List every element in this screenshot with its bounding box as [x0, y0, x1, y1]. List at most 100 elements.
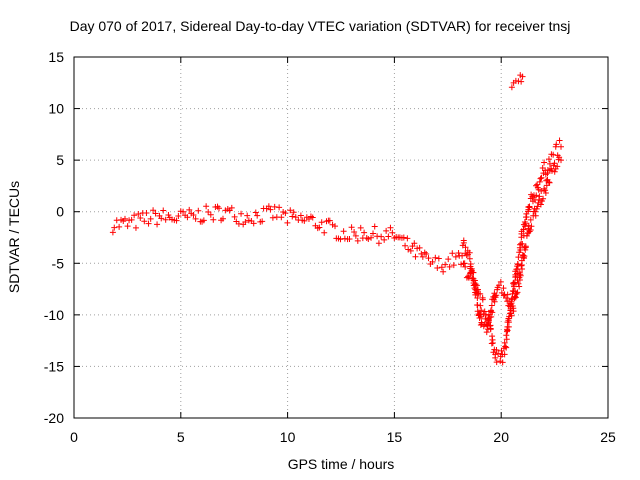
data-point [488, 302, 495, 309]
axis-ticks: 0 5 10 15 20 25 15 10 5 0 -5 -10 -15 -20 [44, 49, 616, 445]
data-point [481, 321, 488, 328]
data-point [499, 359, 506, 366]
data-point [421, 249, 428, 256]
data-point [523, 232, 530, 239]
data-point [462, 263, 469, 270]
data-point [152, 210, 159, 217]
data-point [228, 204, 235, 211]
data-point [200, 217, 207, 224]
data-point [301, 217, 308, 224]
data-point [528, 223, 535, 230]
data-point [497, 278, 504, 285]
data-point [492, 354, 499, 361]
data-point [190, 212, 197, 219]
data-point [548, 167, 555, 174]
data-point [158, 215, 165, 222]
data-point [128, 216, 135, 223]
data-point [491, 298, 498, 305]
data-point [231, 213, 238, 220]
data-point [541, 159, 548, 166]
data-point [519, 73, 526, 80]
data-point [250, 220, 257, 227]
data-point [488, 313, 495, 320]
data-point [558, 157, 565, 164]
data-point [137, 215, 144, 222]
data-point [515, 254, 522, 261]
data-point [518, 78, 525, 85]
data-point [503, 332, 510, 339]
data-point [400, 234, 407, 241]
data-point [412, 253, 419, 260]
data-point [527, 216, 534, 223]
data-point [545, 156, 552, 163]
data-point [109, 229, 116, 236]
data-point [477, 290, 484, 297]
data-point [184, 214, 191, 221]
data-point [297, 212, 304, 219]
data-point [318, 219, 325, 226]
data-point [527, 226, 534, 233]
data-point [543, 182, 550, 189]
data-point [469, 275, 476, 282]
data-point [540, 195, 547, 202]
data-point [405, 246, 412, 253]
data-point [558, 143, 565, 150]
data-point [466, 255, 473, 262]
x-axis-label: GPS time / hours [287, 456, 395, 472]
data-point [332, 223, 339, 230]
data-point [195, 207, 202, 214]
data-point [435, 255, 442, 262]
data-point [503, 344, 510, 351]
data-point [385, 233, 392, 240]
data-point [466, 249, 473, 256]
data-point [124, 223, 131, 230]
data-point [361, 229, 368, 236]
y-axis-label: SDTVAR / TECUs [6, 180, 22, 294]
y-tick-label: -15 [44, 358, 64, 374]
x-tick-label: 5 [177, 429, 185, 445]
data-point [235, 220, 242, 227]
data-point [154, 221, 161, 228]
data-point [186, 206, 193, 213]
plot-frame [73, 56, 609, 419]
data-point [180, 208, 187, 215]
data-point [141, 218, 148, 225]
data-point [506, 298, 513, 305]
data-point [489, 339, 496, 346]
data-point [411, 240, 418, 247]
data-point [267, 206, 274, 213]
data-point [132, 224, 139, 231]
data-point [292, 214, 299, 221]
data-point [493, 347, 500, 354]
data-point [162, 216, 169, 223]
data-point [265, 203, 272, 210]
data-point [245, 217, 252, 224]
data-point [269, 214, 276, 221]
data-point [173, 217, 180, 224]
data-point [455, 249, 462, 256]
data-point [534, 203, 541, 210]
data-point [370, 230, 377, 237]
data-point [210, 216, 217, 223]
data-point [160, 207, 167, 214]
data-point [483, 329, 490, 336]
y-tick-label: -20 [44, 410, 64, 426]
data-point [419, 253, 426, 260]
data-point [203, 203, 210, 210]
data-point [446, 263, 453, 270]
data-point [516, 283, 523, 290]
data-point [337, 236, 344, 243]
data-point [378, 233, 385, 240]
data-point [504, 291, 511, 298]
data-point [554, 163, 561, 170]
data-point [192, 215, 199, 222]
data-point [514, 261, 521, 268]
data-point [462, 244, 469, 251]
data-point [416, 244, 423, 251]
data-point [500, 285, 507, 292]
data-point [503, 336, 510, 343]
data-point [538, 174, 545, 181]
data-point [404, 235, 411, 242]
data-point [407, 247, 414, 254]
